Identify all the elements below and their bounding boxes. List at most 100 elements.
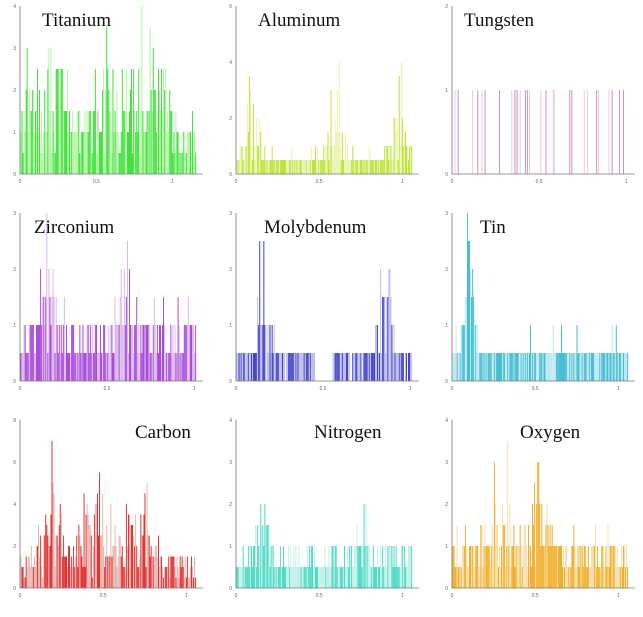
histogram-bar bbox=[593, 546, 595, 588]
histogram-bar bbox=[365, 504, 367, 588]
histogram-bar bbox=[135, 325, 137, 381]
histogram-bar bbox=[484, 90, 486, 174]
histogram-bar bbox=[137, 567, 139, 588]
histogram-bar bbox=[477, 546, 479, 588]
histogram-bar bbox=[357, 353, 359, 381]
histogram-bar bbox=[609, 353, 611, 381]
histogram-bar bbox=[22, 353, 24, 381]
histogram-bar bbox=[52, 483, 54, 588]
histogram-bar bbox=[256, 353, 258, 381]
histogram-bar bbox=[548, 546, 550, 588]
histogram-bar bbox=[253, 353, 255, 381]
histogram-bar bbox=[488, 546, 490, 588]
histogram-bar bbox=[336, 567, 338, 588]
histogram-bar bbox=[179, 153, 181, 174]
histogram-bar bbox=[120, 269, 122, 381]
histogram-bar bbox=[353, 567, 355, 588]
histogram-bar bbox=[178, 325, 180, 381]
histogram-bar bbox=[511, 546, 513, 588]
histogram-svg: 0 0.5 1 0 1 2 3 4 bbox=[445, 418, 635, 599]
histogram-bar bbox=[167, 353, 169, 381]
histogram-bar bbox=[461, 325, 463, 381]
histogram-bar bbox=[92, 353, 94, 381]
histogram-bar bbox=[351, 160, 353, 174]
histogram-bar bbox=[495, 525, 497, 588]
histogram-bar bbox=[159, 567, 160, 588]
histogram-bar bbox=[104, 567, 106, 588]
histogram-bar bbox=[567, 353, 569, 381]
histogram-bar bbox=[191, 556, 192, 588]
histogram-bar bbox=[312, 353, 313, 381]
histogram-bar bbox=[616, 546, 618, 588]
histogram-bar bbox=[474, 567, 476, 588]
histogram-bar bbox=[270, 160, 272, 174]
histogram-bar bbox=[175, 111, 177, 174]
histogram-bar bbox=[292, 160, 294, 174]
histogram-bar bbox=[190, 567, 191, 588]
histogram-bar bbox=[244, 146, 246, 174]
histogram-bar bbox=[310, 146, 312, 174]
histogram-bar bbox=[569, 90, 571, 174]
histogram-bar bbox=[552, 90, 554, 174]
histogram-bar bbox=[545, 90, 547, 174]
histogram-bar bbox=[130, 90, 132, 174]
histogram-bar bbox=[271, 546, 273, 588]
histogram-bar bbox=[309, 567, 311, 588]
x-tick-label: 1 bbox=[409, 386, 412, 392]
histogram-bar bbox=[100, 132, 102, 174]
histogram-bar bbox=[485, 546, 487, 588]
histogram-bar bbox=[310, 546, 312, 588]
histogram-bar bbox=[244, 567, 246, 588]
histogram-bar bbox=[574, 353, 576, 381]
y-tick-label: 3 bbox=[13, 46, 16, 52]
histogram-bar bbox=[625, 567, 627, 588]
y-tick-label: 0 bbox=[13, 379, 16, 385]
histogram-bar bbox=[59, 504, 61, 588]
histogram-bar bbox=[337, 567, 339, 588]
histogram-bar bbox=[237, 160, 239, 174]
histogram-bar bbox=[507, 353, 509, 381]
histogram-bar bbox=[367, 353, 369, 381]
histogram-bar bbox=[239, 353, 241, 381]
histogram-bar bbox=[67, 69, 68, 174]
histogram-bar bbox=[302, 160, 304, 174]
histogram-bar bbox=[318, 567, 320, 588]
histogram-bar bbox=[118, 325, 120, 381]
histogram-bar bbox=[411, 546, 413, 588]
chart-title: Aluminum bbox=[258, 10, 341, 31]
chart-tin: 0 0.5 1 0 1 2 3 Tin bbox=[432, 207, 643, 410]
histogram-bar bbox=[339, 353, 341, 381]
histogram-bar bbox=[459, 567, 461, 588]
histogram-bar bbox=[529, 546, 530, 588]
histogram-bar bbox=[547, 353, 549, 381]
histogram-bar bbox=[187, 577, 189, 588]
histogram-bar bbox=[59, 69, 61, 174]
histogram-bar bbox=[337, 132, 339, 174]
histogram-bar bbox=[189, 132, 190, 174]
histogram-bar bbox=[341, 353, 343, 381]
histogram-bar bbox=[176, 132, 178, 174]
histogram-bar bbox=[153, 556, 155, 588]
histogram-bar bbox=[601, 353, 603, 381]
histogram-bar bbox=[39, 556, 41, 588]
histogram-bar bbox=[164, 90, 166, 174]
histogram-bar bbox=[45, 514, 47, 588]
histogram-bar bbox=[358, 546, 360, 588]
histogram-bar bbox=[340, 160, 342, 174]
histogram-bar bbox=[272, 353, 274, 381]
histogram-bar bbox=[285, 567, 287, 588]
histogram-bar bbox=[124, 111, 126, 174]
histogram-bar bbox=[245, 567, 247, 588]
histogram-bar bbox=[306, 160, 308, 174]
histogram-bar bbox=[330, 90, 332, 174]
histogram-bar bbox=[177, 132, 179, 174]
histogram-bar bbox=[399, 146, 401, 174]
histogram-bar bbox=[540, 353, 542, 381]
histogram-bar bbox=[289, 567, 291, 588]
histogram-bar bbox=[597, 546, 599, 588]
histogram-bar bbox=[252, 160, 253, 174]
histogram-bar bbox=[173, 132, 175, 174]
histogram-bar bbox=[38, 325, 40, 381]
histogram-bar bbox=[557, 546, 559, 588]
histogram-bar bbox=[55, 535, 57, 588]
